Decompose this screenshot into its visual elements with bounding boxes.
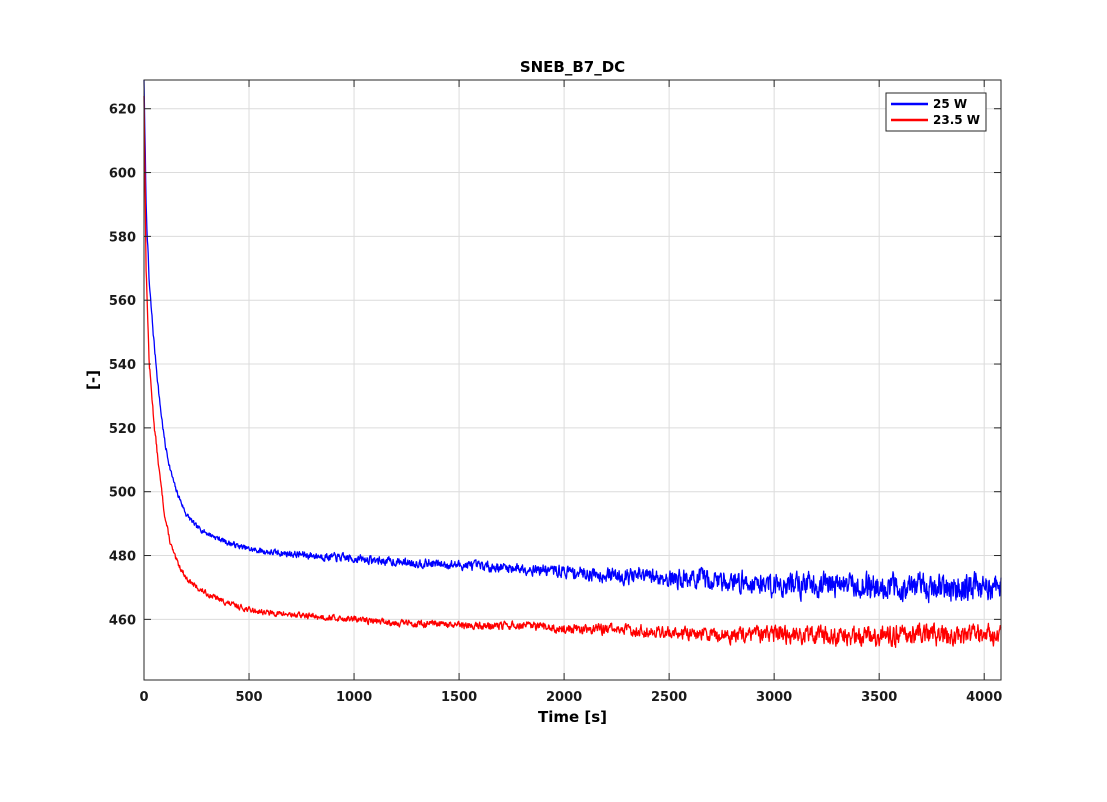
legend-label-23-5w: 23.5 W (933, 113, 980, 127)
tick-labels: 0 500 1000 1500 2000 2500 3000 3500 4000 460 480 50… (109, 103, 1002, 705)
x-tick-label: 0 (139, 690, 148, 705)
grid (143, 80, 1001, 680)
y-tick-label: 500 (109, 486, 136, 501)
legend: 25 W 23.5 W (885, 92, 987, 132)
legend-label-25w: 25 W (933, 97, 967, 111)
x-tick-label: 2500 (651, 690, 687, 705)
y-tick-label: 540 (109, 358, 136, 373)
plot-frame (143, 79, 1002, 681)
y-tick-label: 520 (109, 422, 136, 437)
y-tick-label: 620 (109, 103, 136, 118)
x-tick-label: 1500 (441, 690, 477, 705)
y-tick-label: 480 (109, 550, 136, 565)
ticks (143, 80, 1001, 680)
legend-box (885, 92, 987, 132)
series-layer (143, 79, 1002, 649)
series-line-25w (143, 79, 1002, 604)
y-tick-label: 460 (109, 613, 136, 628)
y-axis-label: [-] (84, 370, 102, 390)
y-tick-label: 560 (109, 294, 136, 309)
x-tick-label: 500 (235, 690, 262, 705)
x-tick-label: 1000 (336, 690, 372, 705)
x-tick-label: 4000 (966, 690, 1002, 705)
x-tick-label: 2000 (546, 690, 582, 705)
x-tick-label: 3000 (756, 690, 792, 705)
x-axis-label: Time [s] (538, 708, 607, 726)
x-tick-label: 3500 (861, 690, 897, 705)
chart-title: SNEB_B7_DC (520, 58, 625, 76)
y-tick-label: 580 (109, 230, 136, 245)
series-line-23-5w (143, 95, 1002, 649)
y-tick-label: 600 (109, 167, 136, 182)
